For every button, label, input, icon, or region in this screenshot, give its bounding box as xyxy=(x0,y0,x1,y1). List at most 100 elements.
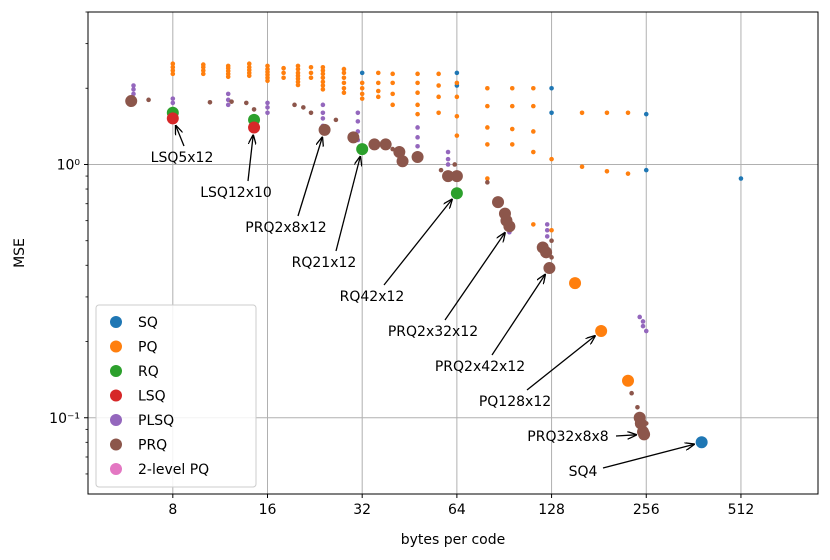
annotation-arrow xyxy=(491,275,545,356)
point-plsq xyxy=(265,110,270,116)
point-pq xyxy=(509,142,515,147)
point-pq xyxy=(454,94,460,100)
point-pq xyxy=(308,70,314,76)
point-sq xyxy=(643,111,649,117)
point-lsq xyxy=(248,121,261,134)
legend-marker xyxy=(110,438,122,451)
x-tick-label: 32 xyxy=(353,502,371,518)
point-pq xyxy=(265,63,270,69)
point-plsq xyxy=(320,110,326,116)
annotation-arrow xyxy=(444,233,505,321)
point-prq xyxy=(379,138,392,151)
annotation-label: SQ4 xyxy=(569,464,598,480)
point-pq xyxy=(359,96,365,101)
x-axis-label: bytes per code xyxy=(401,532,506,548)
point-sq xyxy=(738,176,744,181)
annotation-arrow xyxy=(526,336,595,391)
point-plsq xyxy=(355,110,361,116)
point-pq xyxy=(341,80,347,86)
point-pq xyxy=(281,65,286,71)
point-prq xyxy=(543,262,556,275)
point-pq xyxy=(375,94,381,100)
point-plsq xyxy=(637,314,642,320)
point-sq xyxy=(549,110,554,116)
point-plsq xyxy=(265,100,270,106)
point-sq xyxy=(695,436,708,449)
annotation-arrow xyxy=(247,135,253,182)
point-pq xyxy=(390,91,395,97)
legend-marker xyxy=(110,414,122,426)
point-pq xyxy=(415,111,420,117)
point-pq xyxy=(531,222,536,227)
point-plsq xyxy=(320,102,326,108)
point-pq xyxy=(295,79,301,85)
point-prq xyxy=(207,100,213,105)
point-plsq xyxy=(640,323,646,329)
point-pq xyxy=(390,102,395,108)
point-pq xyxy=(509,126,515,132)
annotation-arrow xyxy=(335,157,360,252)
point-pq xyxy=(359,80,365,86)
point-pq xyxy=(295,66,301,72)
point-pq xyxy=(622,374,635,387)
point-prq xyxy=(347,131,360,144)
y-tick-label: 10⁰ xyxy=(57,157,81,173)
point-prq xyxy=(251,107,257,112)
annotation-label: LSQ12x10 xyxy=(200,185,272,201)
annotation-label: PRQ32x8x8 xyxy=(527,429,608,445)
point-pq xyxy=(341,90,347,96)
point-pq xyxy=(454,80,460,86)
point-pq xyxy=(604,168,610,174)
point-plsq xyxy=(131,83,136,88)
point-rq xyxy=(356,143,369,156)
annotation-label: PRQ2x32x12 xyxy=(388,324,478,340)
point-pq xyxy=(549,227,554,233)
point-prq xyxy=(243,100,249,106)
annotation-label: LSQ5x12 xyxy=(151,150,214,166)
point-pq xyxy=(375,80,381,86)
point-pq xyxy=(625,171,631,176)
point-plsq xyxy=(415,143,420,149)
point-sq xyxy=(643,167,649,173)
point-pq xyxy=(436,71,441,77)
legend-label: 2-level PQ xyxy=(138,462,209,478)
point-pq xyxy=(625,110,631,116)
legend-marker xyxy=(110,365,122,377)
point-pq xyxy=(308,75,314,81)
point-prq xyxy=(229,99,234,104)
annotation-label: RQ21x12 xyxy=(292,255,357,271)
point-pq xyxy=(454,113,460,119)
legend-label: SQ xyxy=(138,315,158,331)
point-pq xyxy=(485,125,490,130)
point-pq xyxy=(281,70,286,76)
point-prq xyxy=(485,180,490,185)
x-tick-label: 16 xyxy=(259,502,277,518)
point-plsq xyxy=(415,125,420,130)
point-prq xyxy=(629,390,634,396)
axis-ticks: 8 16 32 64 128 256 512 10⁻¹ 10⁰ xyxy=(49,11,754,518)
point-plsq xyxy=(445,162,451,167)
point-pq xyxy=(359,85,365,91)
point-rq xyxy=(450,187,463,200)
annotation-arrow xyxy=(176,126,185,147)
point-pq xyxy=(415,80,420,86)
annotations: LSQ5x12 LSQ12x10 PRQ2x8x12 RQ21x12 RQ42x12 PR… xyxy=(151,126,694,480)
point-pq xyxy=(549,156,554,162)
point-pq xyxy=(308,64,314,70)
x-tick-label: 128 xyxy=(538,502,565,518)
point-prq xyxy=(450,170,463,183)
point-prq xyxy=(452,162,458,167)
point-pq xyxy=(485,103,490,109)
point-pq xyxy=(509,103,515,109)
point-prq xyxy=(442,170,455,183)
point-prq xyxy=(396,155,409,168)
point-pq xyxy=(531,149,536,155)
point-pq xyxy=(579,164,585,170)
point-pq xyxy=(200,68,206,73)
point-pq xyxy=(341,66,347,72)
point-prq xyxy=(393,146,406,159)
legend-marker xyxy=(110,389,122,402)
point-pq xyxy=(604,110,610,116)
point-pq xyxy=(390,80,395,86)
